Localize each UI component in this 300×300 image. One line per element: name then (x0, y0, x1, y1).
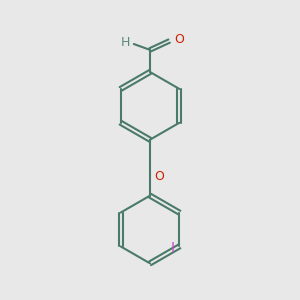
Text: H: H (121, 36, 130, 49)
Text: O: O (174, 33, 184, 46)
Text: O: O (154, 170, 164, 183)
Text: I: I (171, 241, 175, 255)
